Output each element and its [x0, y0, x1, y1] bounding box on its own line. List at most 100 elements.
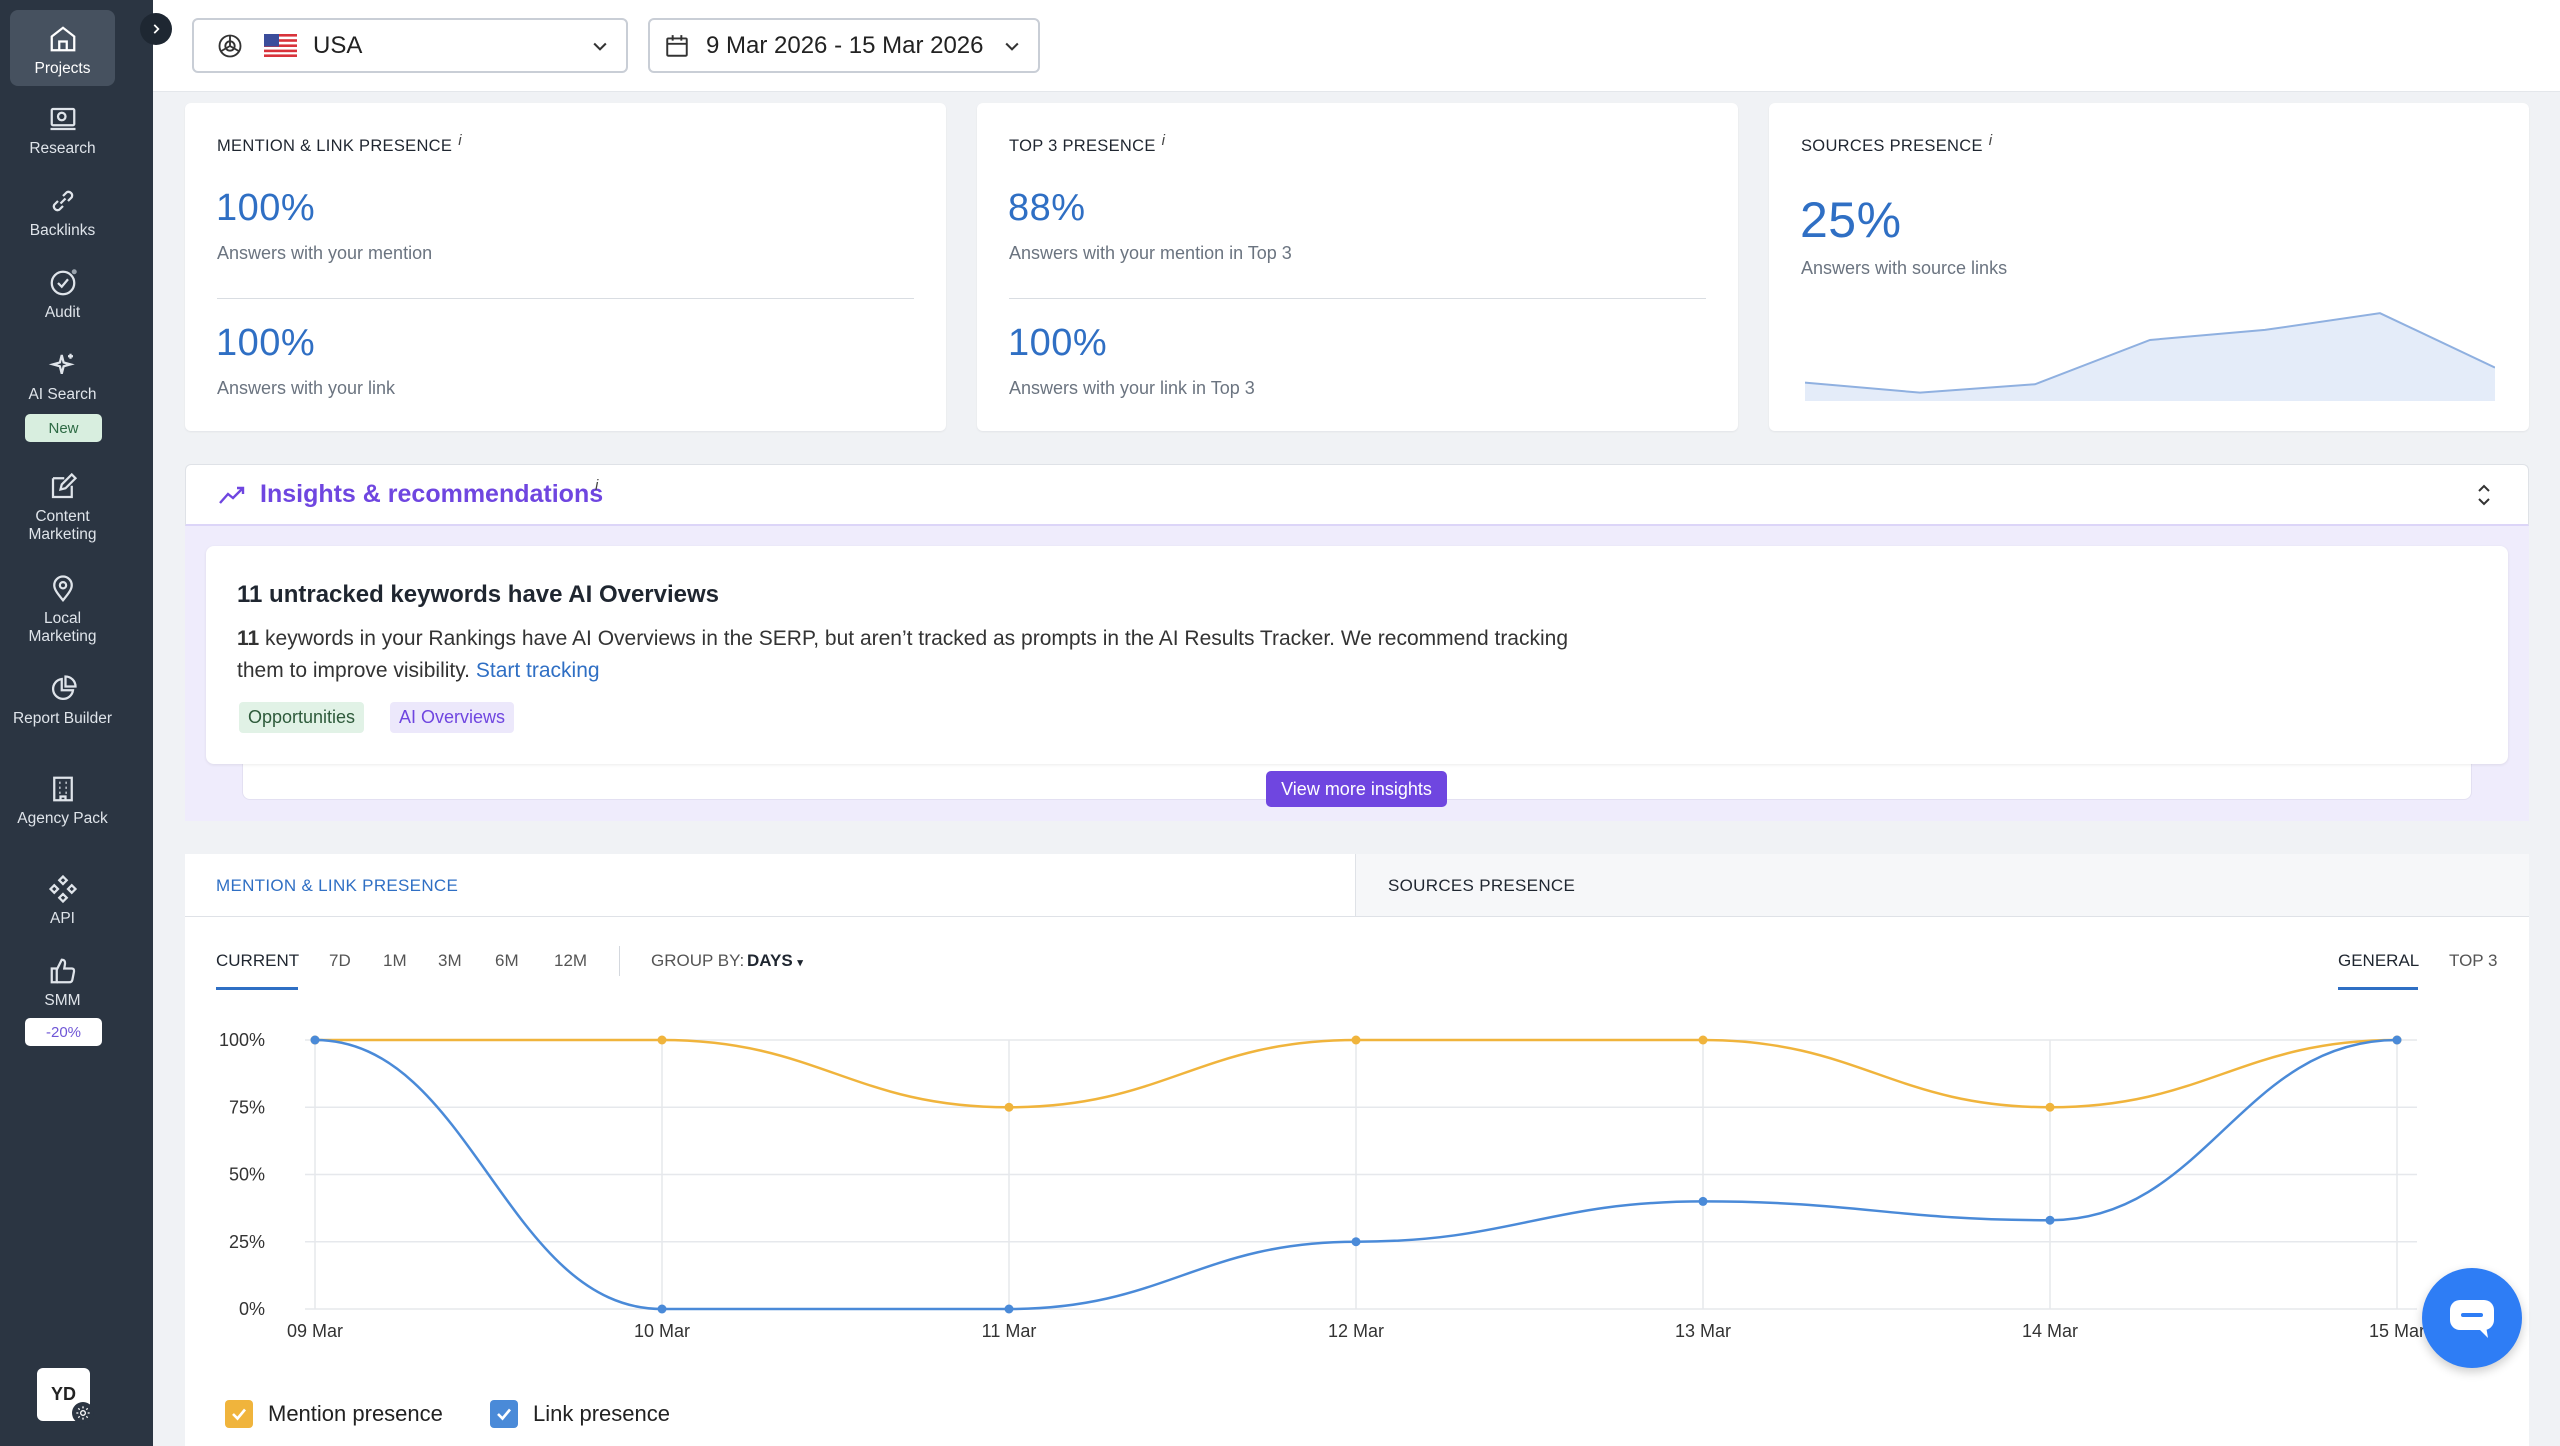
view-more-insights-button[interactable]: View more insights: [1266, 771, 1447, 807]
sidebar-item-content-marketing[interactable]: Content Marketing: [10, 472, 115, 544]
research-icon: [50, 107, 75, 131]
check-icon: [497, 1408, 512, 1421]
check-circle-icon: [50, 269, 77, 296]
sidebar-item-label: Local Marketing: [28, 610, 97, 645]
top3-link-value: 100%: [1008, 322, 1108, 364]
chat-icon: [2450, 1300, 2494, 1338]
data-point[interactable]: [2045, 1102, 2055, 1112]
sidebar-item-research[interactable]: Research: [10, 104, 115, 158]
legend-mention-presence: Mention presence: [268, 1401, 443, 1426]
y-tick-label: 75%: [229, 1097, 265, 1117]
ai-overviews-tag: AI Overviews: [390, 702, 515, 733]
insight-text: 11 keywords in your Rankings have AI Ove…: [237, 627, 1569, 682]
sidebar-item-label: Projects: [34, 60, 91, 77]
link-value: 100%: [216, 322, 316, 364]
thumbs-up-icon: [50, 958, 75, 984]
y-tick-label: 100%: [219, 1030, 265, 1050]
start-tracking-link[interactable]: Start tracking: [475, 659, 600, 682]
calendar-icon: [666, 34, 688, 57]
link-presence-checkbox[interactable]: [490, 1400, 518, 1428]
sidebar: Projects Research Backlinks Audit AI Sea…: [0, 0, 153, 1446]
view-top3[interactable]: TOP 3: [2449, 951, 2498, 970]
sidebar-item-label: API: [50, 910, 75, 927]
range-12m[interactable]: 12M: [554, 951, 588, 970]
data-point[interactable]: [657, 1304, 667, 1314]
data-point[interactable]: [1004, 1304, 1014, 1314]
card-title: MENTION & LINK PRESENCE i: [217, 132, 462, 155]
chevron-right-icon: [153, 24, 160, 34]
data-point[interactable]: [2392, 1035, 2402, 1045]
sidebar-item-label: SMM: [44, 992, 81, 1009]
tab-mention-link-presence[interactable]: MENTION & LINK PRESENCE: [216, 876, 459, 895]
link-icon: [52, 190, 73, 212]
active-view-underline: [2338, 987, 2418, 990]
data-point[interactable]: [1351, 1035, 1361, 1045]
tab-sources-presence[interactable]: [1355, 854, 2529, 917]
sources-sparkline: [1805, 312, 2495, 401]
check-icon: [232, 1408, 247, 1421]
range-3m[interactable]: 3M: [438, 951, 462, 970]
expand-collapse-icon[interactable]: [2476, 481, 2492, 509]
data-point[interactable]: [657, 1035, 667, 1045]
sidebar-item-api[interactable]: API: [10, 874, 115, 928]
country-select[interactable]: USA: [192, 18, 628, 73]
range-7d[interactable]: 7D: [329, 951, 351, 970]
pin-icon: [52, 575, 73, 603]
sidebar-item-label: Report Builder: [12, 710, 113, 727]
sidebar-item-smm[interactable]: SMM: [10, 956, 115, 1010]
data-point[interactable]: [1004, 1102, 1014, 1112]
sidebar-item-label: Research: [29, 140, 96, 157]
discount-badge: -20%: [25, 1018, 102, 1046]
sidebar-item-projects[interactable]: Projects: [10, 10, 115, 86]
gear-icon[interactable]: [72, 1402, 94, 1424]
chat-button[interactable]: [2422, 1268, 2522, 1368]
group-by-select[interactable]: DAYS ▾: [747, 951, 803, 970]
data-point[interactable]: [1698, 1196, 1708, 1206]
data-point[interactable]: [2045, 1215, 2055, 1225]
sidebar-item-report-builder[interactable]: Report Builder: [10, 674, 115, 728]
sources-value: 25%: [1800, 192, 1902, 248]
info-icon[interactable]: i: [595, 477, 599, 494]
sidebar-item-label: Backlinks: [29, 222, 96, 239]
opportunities-tag: Opportunities: [239, 702, 365, 733]
new-badge: New: [25, 414, 102, 442]
data-point[interactable]: [1698, 1035, 1708, 1045]
range-6m[interactable]: 6M: [495, 951, 519, 970]
top3-card: TOP 3 PRESENCE i 88% Answers with your me…: [977, 103, 1738, 431]
edit-icon: [51, 472, 77, 499]
info-icon[interactable]: i: [1988, 132, 1993, 149]
top3-mention-label: Answers with your mention in Top 3: [1009, 243, 1292, 263]
sparkle-icon: [48, 353, 75, 375]
api-icon: [48, 874, 77, 904]
date-range-value: 9 Mar 2026 - 15 Mar 2026: [706, 31, 984, 59]
x-tick-label: 12 Mar: [1328, 1321, 1384, 1341]
date-range-select[interactable]: 9 Mar 2026 - 15 Mar 2026: [648, 18, 1040, 73]
x-tick-label: 14 Mar: [2022, 1321, 2078, 1341]
info-icon[interactable]: i: [1161, 132, 1166, 149]
pie-icon: [51, 675, 77, 700]
top-bar: USA 9 Mar 2026 - 15 Mar 2026: [153, 0, 2560, 92]
sidebar-item-ai-search[interactable]: AI Search: [10, 350, 115, 404]
view-general[interactable]: GENERAL: [2338, 951, 2420, 970]
sidebar-expand-button[interactable]: [140, 13, 172, 45]
y-tick-label: 25%: [229, 1232, 265, 1252]
sparkline-area: [1805, 313, 2495, 401]
insights-header[interactable]: Insights & recommendations i: [185, 464, 2529, 526]
presence-line-chart: 100% 75% 50% 25% 0% 09 Mar 10 Mar 11 Mar 12 Mar 1…: [219, 1030, 2425, 1341]
us-flag-icon: [264, 34, 297, 57]
range-current[interactable]: CURRENT: [216, 951, 300, 970]
info-icon[interactable]: i: [458, 132, 462, 149]
chart-panel: [185, 854, 2529, 1446]
sidebar-item-backlinks[interactable]: Backlinks: [10, 186, 115, 240]
range-1m[interactable]: 1M: [383, 951, 407, 970]
sidebar-item-local-marketing[interactable]: Local Marketing: [10, 574, 115, 646]
tab-sources-presence-label[interactable]: SOURCES PRESENCE: [1388, 876, 1576, 895]
mention-presence-checkbox[interactable]: [225, 1400, 253, 1428]
openai-icon: [218, 34, 242, 57]
top3-mention-value: 88%: [1008, 187, 1086, 229]
sidebar-item-audit[interactable]: Audit: [10, 268, 115, 322]
data-point[interactable]: [1351, 1237, 1361, 1247]
sidebar-item-label: AI Search: [28, 386, 97, 403]
data-point[interactable]: [310, 1035, 320, 1045]
sidebar-item-agency-pack[interactable]: Agency Pack: [10, 774, 115, 828]
